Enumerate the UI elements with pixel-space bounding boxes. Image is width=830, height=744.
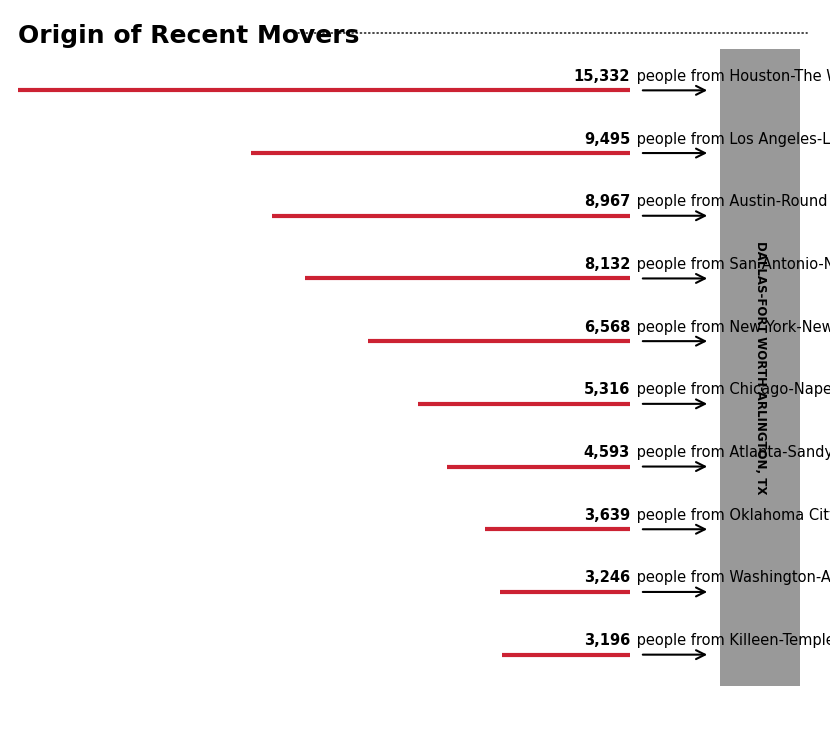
Text: people from New York-Newark-Jersey City, NY-NJ-PA: people from New York-Newark-Jersey City,… bbox=[632, 320, 830, 335]
Text: people from Chicago-Naperville-Elgin, IL-IN-WI: people from Chicago-Naperville-Elgin, IL… bbox=[632, 382, 830, 397]
Text: people from Killeen-Temple, TX: people from Killeen-Temple, TX bbox=[632, 633, 830, 648]
Text: people from Austin-Round Rock, TX: people from Austin-Round Rock, TX bbox=[632, 194, 830, 209]
Text: 8,132: 8,132 bbox=[583, 257, 630, 272]
Bar bbox=[720, 49, 800, 686]
Text: people from Atlanta-Sandy Springs-Roswell, GA: people from Atlanta-Sandy Springs-Roswel… bbox=[632, 445, 830, 460]
Text: 15,332: 15,332 bbox=[574, 69, 630, 84]
Text: people from San Antonio-New Braunfels, TX: people from San Antonio-New Braunfels, T… bbox=[632, 257, 830, 272]
Text: people from Houston-The Woodlands-Sugar Land, TX: people from Houston-The Woodlands-Sugar … bbox=[632, 69, 830, 84]
Text: people from Oklahoma City, OK: people from Oklahoma City, OK bbox=[632, 507, 830, 523]
Text: 8,967: 8,967 bbox=[583, 194, 630, 209]
Text: DALLAS-FORT WORTH-ARLINGTON, TX: DALLAS-FORT WORTH-ARLINGTON, TX bbox=[754, 241, 766, 494]
Text: 5,316: 5,316 bbox=[583, 382, 630, 397]
Text: people from Washington-Arlington-Alexandria, DC-VA-MD-WV: people from Washington-Arlington-Alexand… bbox=[632, 571, 830, 586]
Text: 9,495: 9,495 bbox=[583, 132, 630, 147]
Text: 4,593: 4,593 bbox=[583, 445, 630, 460]
Text: Origin of Recent Movers: Origin of Recent Movers bbox=[18, 24, 359, 48]
Text: 6,568: 6,568 bbox=[583, 320, 630, 335]
Text: people from Los Angeles-Long Beach-Anaheim, CA: people from Los Angeles-Long Beach-Anahe… bbox=[632, 132, 830, 147]
Text: 3,246: 3,246 bbox=[583, 571, 630, 586]
Text: 3,196: 3,196 bbox=[583, 633, 630, 648]
Text: 3,639: 3,639 bbox=[583, 507, 630, 523]
